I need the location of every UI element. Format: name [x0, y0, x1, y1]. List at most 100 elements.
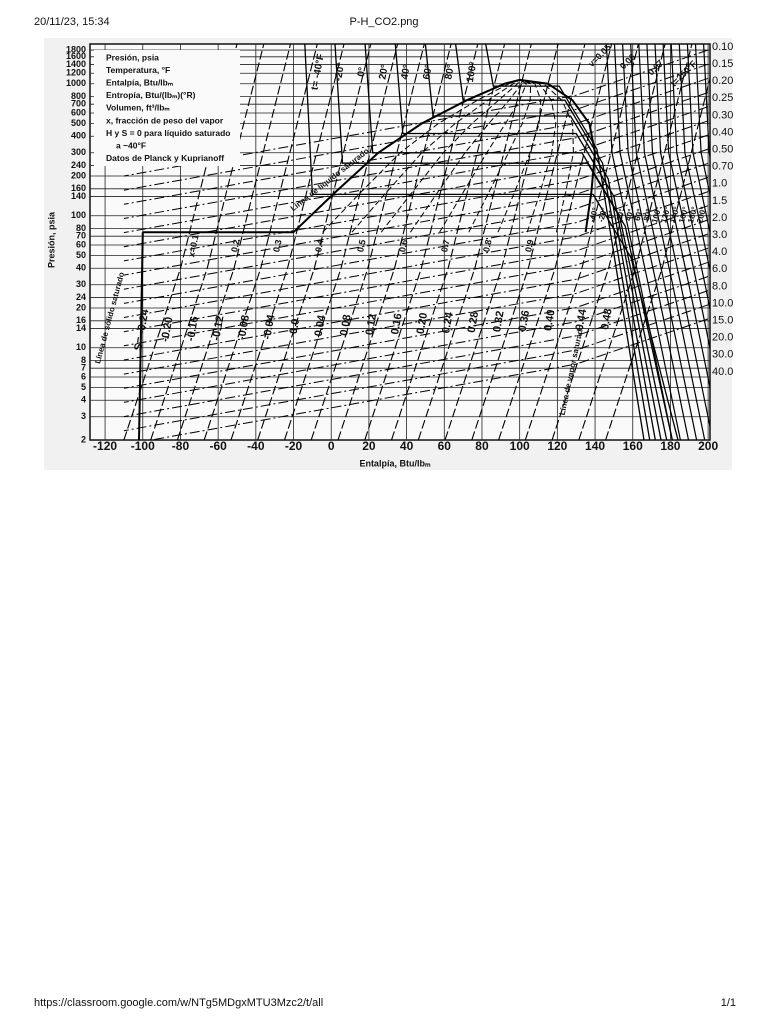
quality-label: x=0.1 [186, 234, 201, 258]
quality-label: 0.5 [355, 239, 367, 253]
print-url: https://classroom.google.com/w/NTg5MDgxM… [34, 997, 323, 1009]
volume-line [123, 191, 709, 318]
volume-label: 8.0 [712, 280, 727, 292]
y-tick-label: 8 [81, 355, 86, 365]
entropy-label: 0.04 [313, 313, 329, 337]
temperature-label: 180° [686, 206, 699, 224]
isotherm [678, 44, 710, 273]
volume-line [123, 92, 709, 219]
temperature-label: -20° [333, 62, 347, 82]
entropy-line [123, 44, 238, 440]
legend: Presión, psia Temperatura, °F Entalpía, Bt… [106, 52, 230, 163]
volume-label: 0.30 [712, 109, 733, 121]
entropy-label: 0.48 [599, 308, 615, 331]
volume-line [148, 318, 709, 440]
temperature-label: -20° [596, 207, 609, 224]
y-tick-label: 500 [71, 118, 86, 128]
volume-label: 0.20 [712, 75, 733, 87]
entropy-label: 0.32 [491, 310, 507, 333]
y-tick-label: 16 [76, 315, 86, 325]
entropy-label: 0.24 [440, 310, 456, 334]
volume-line [123, 77, 709, 205]
entropy-line [150, 44, 265, 440]
legend-entry: x, fracción de peso del vapor [106, 115, 224, 125]
y-tick-label: 100 [71, 210, 86, 220]
isotherm [605, 44, 673, 440]
entropy-line [444, 44, 559, 440]
volume-label: 10.0 [712, 297, 733, 309]
entropy-line [498, 44, 613, 440]
isotherm [703, 44, 710, 160]
entropy-label: -0.16 [185, 315, 201, 342]
temperature-label: 0° [356, 66, 368, 77]
y-tick-label: 40 [76, 263, 86, 273]
entropy-label: 0.08 [338, 314, 354, 337]
volume-line [123, 162, 709, 290]
volume-label: 6.0 [712, 263, 727, 275]
y-tick-label: 7 [81, 363, 86, 373]
y-tick-label: 5 [81, 382, 86, 392]
legend-box [94, 50, 240, 166]
entropy-line [203, 44, 318, 440]
entropy-label: 0.12 [364, 313, 380, 336]
legend-entry: Entalpía, Btu/lbₘ [106, 77, 174, 87]
x-tick-label: 120 [547, 439, 567, 453]
legend-entry: Datos de Planck y Kuprianoff [106, 153, 224, 163]
x-tick-label: -80 [172, 439, 190, 453]
entropy-line [283, 44, 399, 440]
volume-label: 0.40 [712, 126, 733, 138]
temperature-label: 200° [695, 206, 708, 224]
isotherm [630, 44, 698, 440]
isotherm [613, 44, 681, 440]
y-tick-label: 240 [71, 160, 86, 170]
volume-label: 0.50 [712, 144, 733, 156]
y-tick-label: 24 [76, 292, 86, 302]
isotherm [454, 44, 651, 440]
volume-label: 2.0 [712, 212, 727, 224]
temperature-label: 80° [642, 208, 654, 222]
y-tick-label: 1400 [66, 59, 86, 69]
quality-line [519, 79, 574, 233]
saturated-solid-line [138, 232, 144, 440]
temperature-label: 80° [443, 64, 456, 81]
x-tick-label: 0 [328, 439, 335, 453]
isotherm [662, 44, 710, 351]
volume-line [123, 63, 709, 191]
quality-line [409, 79, 523, 233]
volume-label: 30.0 [712, 349, 733, 361]
x-tick-label: 60 [438, 439, 452, 453]
quality-line [497, 79, 542, 233]
entropy-line [524, 44, 639, 440]
volume-line [123, 176, 709, 304]
entropy-line [337, 44, 452, 440]
y-tick-label: 300 [71, 147, 86, 157]
y-tick-label: 70 [76, 231, 86, 241]
isotherm [364, 44, 668, 440]
volume-label: 1.0 [712, 178, 727, 190]
temperature-label: 20° [377, 64, 390, 81]
entropy-line [364, 44, 479, 440]
quality-line [439, 79, 527, 233]
x-tick-label: 200 [698, 439, 718, 453]
saturated-vapor-line [519, 78, 597, 233]
quality-line [468, 79, 532, 233]
volume-label: 20.0 [712, 332, 733, 344]
temperature-label: 100° [650, 206, 663, 224]
y-tick-label: 1800 [66, 44, 86, 54]
volume-label: 1.5 [712, 195, 727, 207]
volume-line [123, 304, 709, 432]
quality-label: 0.2 [229, 239, 241, 253]
volume-line [123, 290, 709, 418]
temperature-label: 120° [659, 206, 672, 224]
y-tick-label: 200 [71, 170, 86, 180]
quality-line [380, 79, 521, 233]
entropy-line [230, 44, 345, 440]
x-axis-label: Entalpía, Btu/lbₘ [359, 458, 431, 468]
entropy-label: 0.40 [542, 309, 558, 332]
entropy-label: -0.12 [210, 315, 226, 342]
y-tick-label: 4 [81, 395, 86, 405]
quality-label: 0.8 [481, 239, 493, 253]
quality-label: 0.9 [523, 239, 535, 253]
temperature-label: 40° [624, 208, 636, 222]
